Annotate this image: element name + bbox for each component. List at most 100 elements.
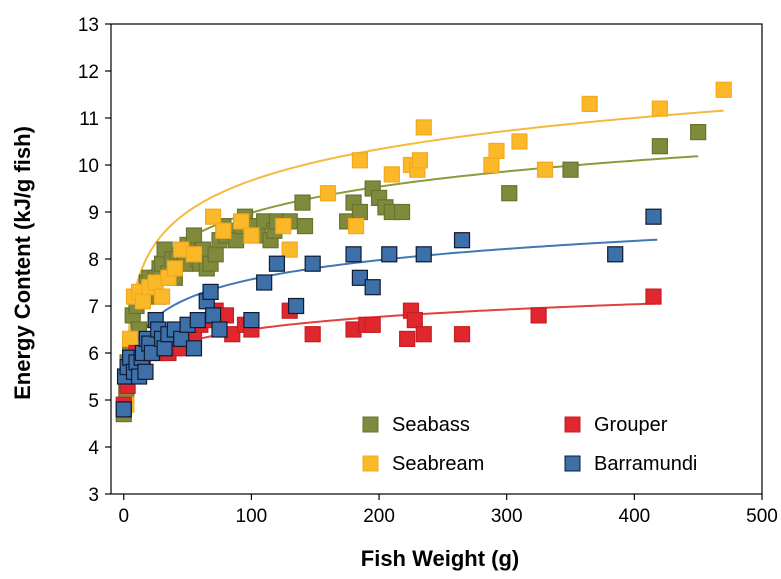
seabream-series <box>118 81 732 413</box>
barramundi-point <box>202 283 219 300</box>
legend-item-seabream: Seabream <box>362 453 484 475</box>
y-tick-label: 7 <box>88 297 99 318</box>
barramundi-point <box>345 246 362 263</box>
x-tick-label: 500 <box>746 506 778 527</box>
y-tick-label: 6 <box>88 344 99 365</box>
seabass-point <box>351 203 369 221</box>
grouper-point <box>645 288 662 305</box>
barramundi-point <box>256 274 273 291</box>
barramundi-point <box>268 255 286 272</box>
barramundi-point <box>453 232 471 249</box>
x-tick-label: 300 <box>491 506 523 527</box>
x-axis-title: Fish Weight (g) <box>361 546 519 571</box>
seabass-point <box>562 161 579 178</box>
seabream-point <box>488 142 505 159</box>
seabass-point <box>651 138 668 155</box>
seabream-point <box>205 208 222 225</box>
barramundi-point <box>415 246 432 263</box>
barramundi-point <box>189 312 206 329</box>
y-tick-label: 10 <box>78 156 99 177</box>
grouper-point <box>399 330 416 347</box>
y-tick-label: 4 <box>88 438 99 459</box>
x-tick-label: 0 <box>118 506 129 527</box>
seabream-point <box>243 227 260 244</box>
y-tick-label: 8 <box>88 250 99 271</box>
seabass-point <box>690 123 707 141</box>
grouper-point <box>304 326 321 343</box>
seabream-point <box>185 246 203 263</box>
y-tick-label: 12 <box>78 62 99 83</box>
seabream-point <box>351 152 369 169</box>
seabream-point <box>166 260 183 277</box>
barramundi-point <box>137 363 154 380</box>
seabream-point <box>411 152 429 169</box>
seabream-point <box>511 133 528 150</box>
grouper-point <box>406 312 423 329</box>
legend-item-barramundi: Barramundi <box>564 453 697 475</box>
barramundi-point <box>115 401 132 418</box>
barramundi-point <box>351 269 369 286</box>
seabream-point <box>122 330 139 347</box>
y-tick-label: 9 <box>88 203 99 224</box>
legend-label: Seabass <box>392 414 470 436</box>
seabream-point <box>715 81 732 98</box>
seabream-point <box>383 166 400 183</box>
seabream-point <box>415 119 432 136</box>
seabream-point <box>134 293 152 310</box>
seabream-point <box>483 156 500 174</box>
grouper-point <box>453 326 471 343</box>
barramundi-point <box>211 321 228 338</box>
barramundi-point <box>205 307 222 324</box>
seabream-point <box>233 213 250 230</box>
seabream-point <box>347 218 365 235</box>
legend-item-grouper: Grouper <box>564 414 668 436</box>
seabass-point <box>501 185 518 202</box>
barramundi-point <box>607 246 624 263</box>
barramundi-point <box>381 246 398 263</box>
seabream-trendline <box>124 109 724 389</box>
y-tick-label: 5 <box>88 391 99 412</box>
seabass-point <box>185 227 203 244</box>
barramundi-series <box>115 208 662 418</box>
seabream-point <box>281 241 298 258</box>
y-tick-label: 3 <box>88 485 99 506</box>
seabream-point <box>275 218 292 235</box>
grouper-point <box>530 307 547 324</box>
legend-label: Seabream <box>392 453 484 475</box>
barramundi-point <box>287 297 305 315</box>
legend: Seabass Grouper Seabream Barramundi <box>362 414 697 475</box>
seabass-point <box>294 194 311 211</box>
seabream-point <box>581 95 598 113</box>
barramundi-point <box>156 340 173 357</box>
barramundi-point <box>185 340 203 357</box>
y-tick-label: 13 <box>78 15 99 36</box>
x-tick-label: 400 <box>619 506 651 527</box>
seabream-point <box>319 185 337 202</box>
y-tick-label: 11 <box>79 109 99 130</box>
seabass-point <box>296 218 314 235</box>
legend-swatch <box>362 416 379 433</box>
seabream-point <box>536 161 554 178</box>
data-point-layer <box>115 81 732 423</box>
grouper-point <box>415 326 432 343</box>
seabream-point <box>153 288 171 305</box>
barramundi-point <box>645 208 662 225</box>
y-axis-title: Energy Content (kJ/g fish) <box>10 126 35 400</box>
legend-swatch <box>362 455 379 472</box>
legend-label: Barramundi <box>594 453 697 475</box>
grouper-point <box>364 316 381 333</box>
x-tick-label: 100 <box>236 506 268 527</box>
legend-label: Grouper <box>594 414 668 436</box>
seabass-point <box>207 246 224 263</box>
seabass-point <box>393 203 411 221</box>
seabream-point <box>215 222 232 239</box>
tick-layer: 0 100 200 300 400 500 3 4 5 6 7 8 9 10 11 12 13 <box>78 15 778 527</box>
barramundi-point <box>364 279 381 296</box>
barramundi-point <box>243 312 260 329</box>
barramundi-point <box>304 255 321 272</box>
legend-swatch <box>564 416 581 433</box>
legend-item-seabass: Seabass <box>362 414 470 436</box>
legend-swatch <box>564 455 581 472</box>
seabream-point <box>651 100 668 117</box>
